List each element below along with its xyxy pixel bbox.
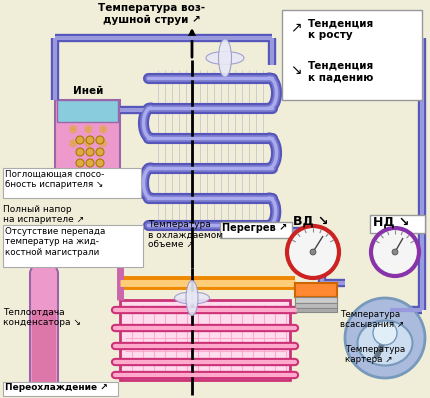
Text: ↘: ↘ — [290, 63, 301, 77]
Text: ❅: ❅ — [82, 138, 92, 151]
Ellipse shape — [357, 320, 412, 365]
Text: НД ↘: НД ↘ — [373, 216, 409, 229]
Ellipse shape — [186, 281, 198, 316]
Text: ↗: ↗ — [290, 20, 301, 34]
Text: ❅: ❅ — [97, 124, 107, 137]
Bar — [220, 222, 292, 238]
Text: Тенденция
к падению: Тенденция к падению — [308, 61, 374, 83]
Text: Полный напор
на испарителе ↗: Полный напор на испарителе ↗ — [3, 205, 84, 224]
Text: ВД ↘: ВД ↘ — [293, 215, 329, 228]
Ellipse shape — [218, 39, 231, 77]
Text: Температура
всасывания ↗: Температура всасывания ↗ — [340, 310, 404, 330]
Circle shape — [86, 159, 94, 167]
Circle shape — [96, 136, 104, 144]
Polygon shape — [30, 262, 58, 385]
Text: Температура
картера ↗: Температура картера ↗ — [345, 345, 405, 365]
Circle shape — [86, 136, 94, 144]
Bar — [55, 100, 120, 180]
Text: Переохлаждение ↗: Переохлаждение ↗ — [5, 383, 108, 392]
Bar — [295, 297, 337, 303]
Bar — [120, 300, 290, 380]
Text: Теплоотдача
конденсатора ↘: Теплоотдача конденсатора ↘ — [3, 308, 81, 328]
Circle shape — [373, 321, 397, 345]
Text: ❅: ❅ — [67, 124, 77, 137]
Circle shape — [86, 148, 94, 156]
Circle shape — [345, 298, 425, 378]
Text: Отсутствие перепада
температур на жид-
костной магистрали: Отсутствие перепада температур на жид- к… — [5, 227, 105, 257]
Bar — [269, 228, 277, 234]
Circle shape — [287, 226, 339, 278]
Text: Иней: Иней — [73, 86, 103, 96]
Circle shape — [76, 136, 84, 144]
Ellipse shape — [175, 292, 209, 304]
Ellipse shape — [206, 51, 244, 64]
Bar — [3, 225, 143, 267]
Bar — [3, 382, 118, 396]
Circle shape — [96, 148, 104, 156]
Polygon shape — [32, 310, 56, 383]
Text: ❅: ❅ — [67, 138, 77, 151]
Circle shape — [310, 249, 316, 255]
Bar — [370, 215, 425, 233]
Text: Поглощающая спосо-
бность испарителя ↘: Поглощающая спосо- бность испарителя ↘ — [5, 170, 104, 189]
Circle shape — [371, 228, 419, 276]
Text: Температура воз-
душной струи ↗: Температура воз- душной струи ↗ — [98, 3, 206, 25]
Bar — [3, 168, 141, 198]
Text: Тенденция
к росту: Тенденция к росту — [308, 18, 374, 39]
Text: ❅: ❅ — [97, 138, 107, 151]
Bar — [295, 308, 337, 312]
Text: Температура
в охлаждаемом
объеме ↗: Температура в охлаждаемом объеме ↗ — [148, 220, 223, 250]
Bar — [57, 100, 118, 122]
Circle shape — [76, 148, 84, 156]
Circle shape — [96, 159, 104, 167]
Bar — [295, 283, 337, 297]
Text: Перегрев ↗: Перегрев ↗ — [222, 223, 287, 233]
Bar — [282, 10, 422, 100]
Circle shape — [392, 249, 398, 255]
Circle shape — [76, 159, 84, 167]
Text: ❅: ❅ — [82, 124, 92, 137]
Bar — [295, 303, 337, 308]
